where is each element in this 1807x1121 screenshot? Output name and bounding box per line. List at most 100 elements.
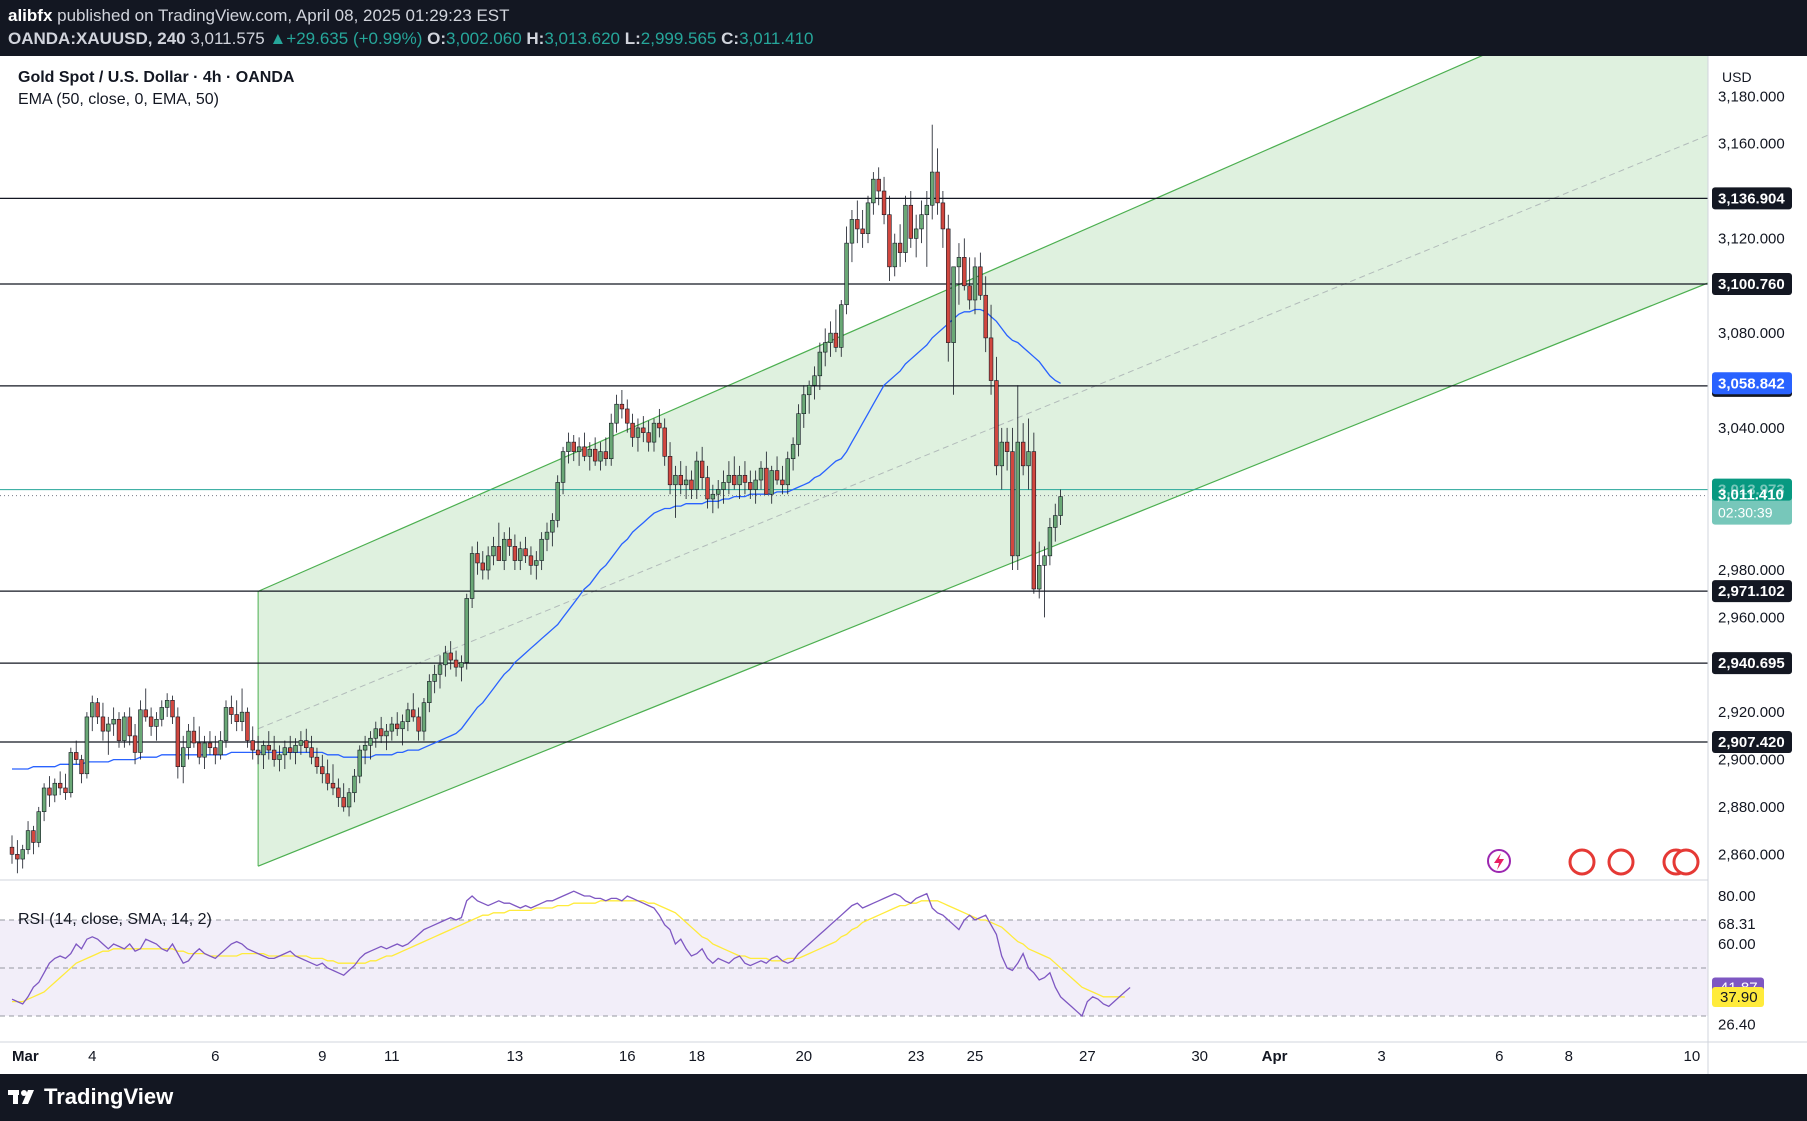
chart-area[interactable]: 2,860.000 2,880.000 2,900.000 2,920.000 2,96…	[0, 56, 1807, 1074]
candle-body	[448, 652, 453, 661]
candle-up	[122, 712, 127, 748]
candle-up	[106, 716, 111, 755]
candle-body	[459, 662, 464, 668]
bar-countdown-text: 02:30:39	[1718, 505, 1773, 521]
time-tick-label: Mar	[12, 1048, 39, 1065]
candle-body	[801, 394, 807, 415]
candle-body	[181, 747, 186, 767]
candle-up	[223, 700, 229, 748]
candle-body	[491, 546, 496, 557]
open-label: O:	[427, 29, 447, 48]
candle-body	[266, 745, 271, 751]
candle-down	[453, 650, 459, 677]
us-flag-event-icon[interactable]	[1672, 848, 1700, 876]
candle-down	[940, 191, 946, 248]
candle-body	[469, 553, 475, 599]
candle-body	[261, 745, 266, 756]
candle-body	[384, 730, 389, 737]
us-flag-event-icon[interactable]	[1607, 848, 1635, 876]
time-tick-label: 11	[384, 1048, 400, 1065]
currency-label[interactable]: USD	[1722, 69, 1752, 85]
candle-up	[737, 465, 742, 499]
level-price-tag-bg	[1712, 652, 1792, 675]
candle-body	[245, 711, 250, 741]
candle-body	[983, 294, 988, 339]
candle-up	[138, 700, 143, 760]
channel-lower-line[interactable]	[257, 231, 1807, 867]
time-axis[interactable]: Mar469111316182023252730Apr3681013	[12, 1048, 1807, 1065]
candle-down	[1010, 427, 1015, 571]
candle-body	[988, 337, 994, 381]
candle-body	[694, 460, 700, 490]
candle-down	[132, 724, 138, 765]
candle-body	[822, 342, 828, 353]
candle-body	[999, 441, 1004, 467]
time-tick-label: 9	[318, 1048, 326, 1065]
price-chart-svg[interactable]: 2,860.000 2,880.000 2,900.000 2,920.000 2,96…	[0, 56, 1807, 1074]
candle-body	[1058, 496, 1063, 516]
candle-up	[68, 747, 74, 798]
candle-body	[304, 740, 309, 749]
candle-body	[213, 747, 218, 756]
candle-up	[828, 321, 833, 357]
candle-body	[191, 730, 197, 744]
price-axis[interactable]: 2,860.000 2,880.000 2,900.000 2,920.000 2,96…	[1712, 88, 1792, 1034]
level-price-tag[interactable]: 2,907.420	[1712, 730, 1792, 753]
price-tick-label: 2,980.000	[1718, 562, 1785, 579]
candle-body	[282, 747, 288, 756]
candle-up	[373, 721, 378, 748]
candle-body	[972, 266, 978, 301]
candle-body	[116, 718, 122, 741]
level-price-tag[interactable]: 2,971.102	[1712, 580, 1792, 603]
candle-down	[1031, 432, 1037, 594]
tradingview-logo[interactable]: TradingView	[8, 1084, 173, 1110]
candle-up	[52, 778, 58, 803]
author-name[interactable]: alibfx	[8, 6, 53, 25]
candle-up	[1047, 517, 1053, 566]
level-price-tag[interactable]: 3,100.760	[1712, 272, 1792, 295]
candle-body	[732, 474, 737, 486]
interval[interactable]: 240	[157, 29, 186, 48]
candle-down	[774, 456, 780, 485]
candle-down	[662, 418, 667, 466]
event-icons[interactable]	[1487, 848, 1700, 876]
candle-down	[625, 399, 630, 433]
candle-down	[325, 759, 330, 791]
low-value: 2,999.565	[640, 29, 717, 48]
candle-up	[25, 821, 31, 855]
us-flag-event-icon[interactable]	[1568, 848, 1596, 876]
candle-body	[962, 257, 967, 287]
candle-down	[170, 695, 175, 725]
candle-down	[641, 416, 646, 443]
candle-body	[336, 787, 341, 798]
ema-price-tag[interactable]: 3,058.842	[1712, 372, 1792, 395]
candle-body	[475, 553, 480, 564]
rsi-tick-label: 60.00	[1718, 936, 1756, 953]
candle-down	[881, 176, 887, 225]
candle-body	[721, 482, 726, 490]
candle-up	[539, 532, 544, 571]
symbol-name[interactable]: OANDA:XAUUSD	[8, 29, 148, 48]
candle-up	[844, 226, 849, 315]
time-tick-label: 4	[88, 1048, 96, 1065]
candle-down	[250, 726, 255, 760]
candle-body	[678, 474, 683, 486]
level-price-tag[interactable]: 3,136.904	[1712, 187, 1792, 210]
level-price-tag[interactable]: 2,940.695	[1712, 652, 1792, 675]
candle-up	[432, 664, 437, 694]
price-tick-label: 2,880.000	[1718, 799, 1785, 816]
candle-down	[341, 783, 346, 812]
candle-down	[855, 200, 860, 244]
candle-body	[175, 716, 181, 767]
candle-up	[892, 233, 897, 277]
rsi-ma-value-tag[interactable]: 37.90	[1712, 987, 1764, 1008]
candle-down	[780, 465, 785, 495]
candle-body	[598, 451, 603, 462]
candle-up	[491, 536, 496, 566]
candle-body	[587, 448, 593, 457]
candle-body	[132, 735, 138, 753]
candle-body	[437, 664, 443, 675]
publish-info: alibfx published on TradingView.com, Apr…	[8, 6, 510, 26]
candle-body	[796, 413, 801, 445]
